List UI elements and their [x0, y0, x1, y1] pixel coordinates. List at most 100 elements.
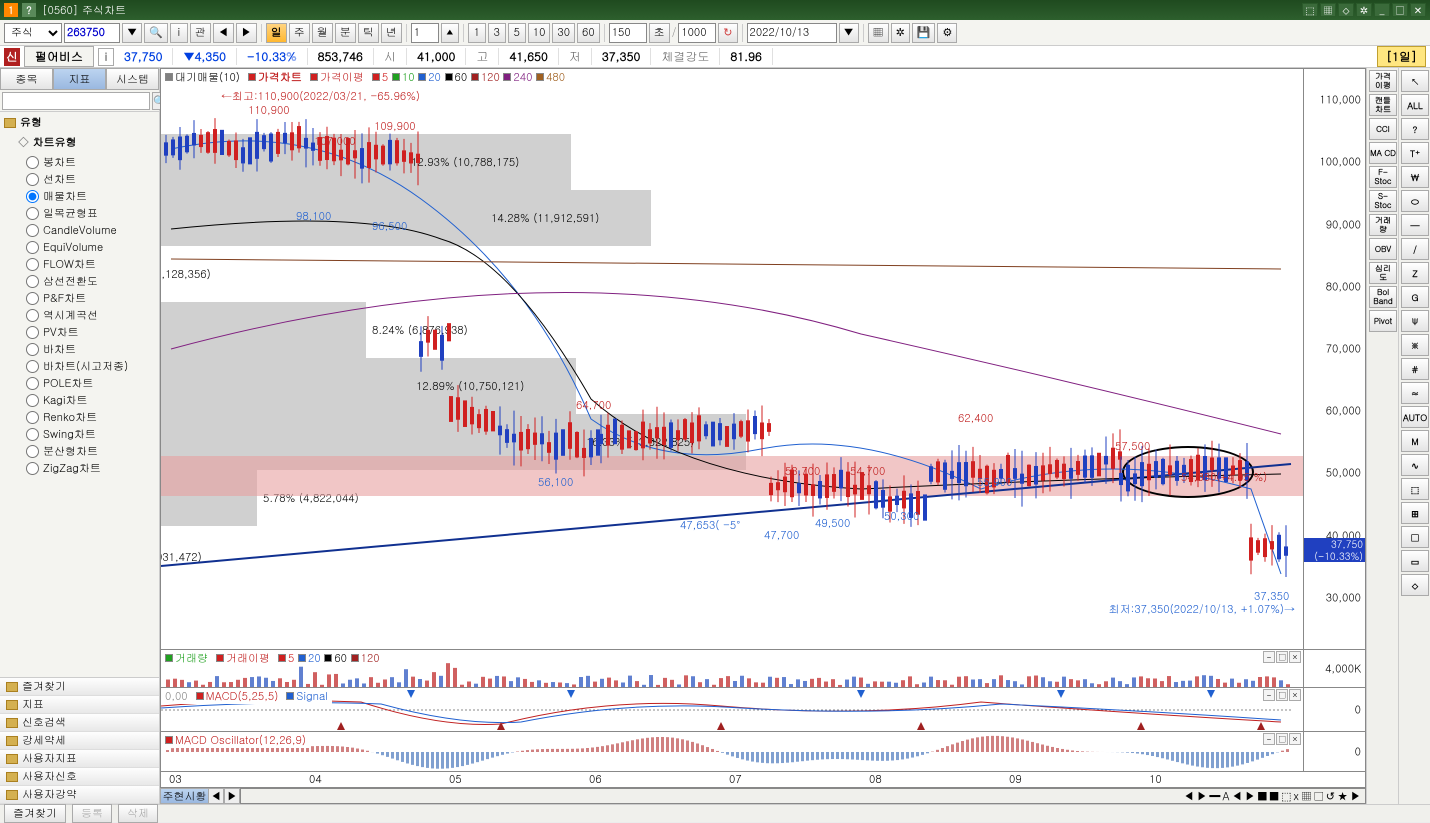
draw-tool-6[interactable]: — [1401, 214, 1429, 236]
side-bottom-3[interactable]: 강세약세 [0, 732, 159, 750]
count1-unit-button[interactable]: 초 [649, 23, 670, 43]
chart-canvas[interactable]: 12.93% (10,788,175)14.28% (11,912,591)2.… [161, 69, 1303, 649]
draw-tool-4[interactable]: \ [1401, 166, 1429, 188]
int-10-button[interactable]: 10 [528, 23, 551, 43]
indicator-btn-2[interactable]: CCI [1369, 118, 1397, 140]
refresh-button[interactable]: ↻ [718, 23, 737, 43]
draw-tool-1[interactable]: ALL [1401, 94, 1429, 116]
side-bottom-6[interactable]: 사용자강약 [0, 786, 159, 804]
indicator-btn-7[interactable]: OBV [1369, 238, 1397, 260]
chart-type-10[interactable]: PV차트 [26, 324, 155, 341]
draw-tool-8[interactable]: Z [1401, 262, 1429, 284]
stock-info-button[interactable]: i [98, 48, 114, 66]
watch-button[interactable]: 관 [190, 23, 211, 43]
chart-type-11[interactable]: 바차트 [26, 341, 155, 358]
draw-tool-19[interactable]: □ [1401, 526, 1429, 548]
draw-tool-3[interactable]: T⁺ [1401, 142, 1429, 164]
code-search-button[interactable]: 🔍 [144, 23, 168, 43]
chart-tool-6[interactable]: ■ [1257, 789, 1267, 804]
macd-panel[interactable]: 0,00 MACD(5,25,5) Signal -□× 0 [160, 688, 1366, 732]
draw-tool-11[interactable]: ※ [1401, 334, 1429, 356]
chart-type-4[interactable]: CandleVolume [26, 222, 155, 239]
chart-tool-5[interactable]: ▶ [1244, 789, 1255, 804]
draw-tool-13[interactable]: ≈ [1401, 382, 1429, 404]
draw-tool-5[interactable]: ⬭ [1401, 190, 1429, 212]
draw-tool-14[interactable]: AUTO [1401, 406, 1429, 428]
nav-left-button[interactable]: ◀ [213, 23, 234, 43]
draw-tool-17[interactable]: ⬚ [1401, 478, 1429, 500]
int-5-button[interactable]: 5 [508, 23, 526, 43]
chart-tool-14[interactable]: ▶ [1350, 789, 1361, 804]
chart-tool-9[interactable]: x [1293, 789, 1299, 804]
draw-tool-7[interactable]: / [1401, 238, 1429, 260]
chart-type-5[interactable]: EquiVolume [26, 239, 155, 256]
period-week-button[interactable]: 주 [289, 23, 310, 43]
chart-tool-3[interactable]: A [1222, 789, 1229, 804]
draw-tool-16[interactable]: ∿ [1401, 454, 1429, 476]
draw-tool-15[interactable]: M [1401, 430, 1429, 452]
side-bottom-4[interactable]: 사용자지표 [0, 750, 159, 768]
indicator-btn-4[interactable]: F- Stoc [1369, 166, 1397, 188]
tb-icon-1[interactable]: ▦ [868, 23, 889, 43]
chart-type-13[interactable]: POLE차트 [26, 375, 155, 392]
chart-type-3[interactable]: 일목균형표 [26, 205, 155, 222]
bottom-tab-del[interactable]: 삭제 [118, 804, 158, 823]
draw-tool-18[interactable]: ⊞ [1401, 502, 1429, 524]
side-bottom-5[interactable]: 사용자신호 [0, 768, 159, 786]
draw-tool-9[interactable]: G [1401, 286, 1429, 308]
chart-type-9[interactable]: 역시계곡선 [26, 307, 155, 324]
indicator-btn-3[interactable]: MA CD [1369, 142, 1397, 164]
sidebar-chart-type-title[interactable]: ◇ 차트유형 [0, 133, 159, 152]
chart-type-18[interactable]: ZigZag차트 [26, 460, 155, 477]
tb-icon-2[interactable]: ✲ [891, 23, 910, 43]
indicator-btn-1[interactable]: 캔들 차트 [1369, 94, 1397, 116]
indicator-btn-0[interactable]: 가격 이평 [1369, 70, 1397, 92]
draw-tool-12[interactable]: # [1401, 358, 1429, 380]
win-btn-3[interactable]: ⬦ [1338, 3, 1354, 17]
chart-type-17[interactable]: 분산형차트 [26, 443, 155, 460]
draw-tool-2[interactable]: ? [1401, 118, 1429, 140]
indicator-btn-6[interactable]: 거래 량 [1369, 214, 1397, 236]
chart-type-16[interactable]: Swing차트 [26, 426, 155, 443]
period-day-button[interactable]: 일 [266, 23, 287, 43]
chart-tool-10[interactable]: ▦ [1301, 789, 1312, 804]
date-input[interactable] [747, 23, 837, 43]
draw-tool-0[interactable]: ↖ [1401, 70, 1429, 92]
int-30-button[interactable]: 30 [552, 23, 575, 43]
period-month-button[interactable]: 월 [312, 23, 333, 43]
draw-tool-10[interactable]: Ψ [1401, 310, 1429, 332]
subtab-prev[interactable]: ◀ [208, 788, 224, 804]
chart-type-12[interactable]: 바차트(시고저종) [26, 358, 155, 375]
close-button[interactable]: ✕ [1410, 3, 1426, 17]
chart-tool-0[interactable]: ◀ [1183, 789, 1194, 804]
period-tick-button[interactable]: 틱 [358, 23, 379, 43]
interval-stepper[interactable]: ▲ [441, 23, 459, 43]
code-dropdown-button[interactable]: ▼ [122, 23, 142, 43]
int-60-button[interactable]: 60 [577, 23, 600, 43]
titlebar-help-icon[interactable]: ? [22, 3, 36, 17]
sidebar-search-input[interactable] [2, 92, 150, 110]
chart-tool-7[interactable]: ■ [1269, 789, 1279, 804]
sidebar-tab-stock[interactable]: 종목 [0, 68, 53, 90]
win-btn-2[interactable]: ▦ [1320, 3, 1336, 17]
price-chart-panel[interactable]: 대기매물(10) 가격차트 가격이평 5 10 20 60 120 240 48… [160, 68, 1366, 650]
date-picker-button[interactable]: ▼ [839, 23, 859, 43]
subtab-1[interactable]: 주현시황 [160, 788, 208, 804]
chart-type-14[interactable]: Kagi차트 [26, 392, 155, 409]
chart-type-0[interactable]: 봉차트 [26, 154, 155, 171]
chart-tool-12[interactable]: ↺ [1326, 789, 1335, 804]
tb-icon-4[interactable]: ⚙ [937, 23, 957, 43]
minimize-button[interactable]: _ [1374, 3, 1390, 17]
count2-input[interactable] [678, 23, 716, 43]
indicator-btn-10[interactable]: Pivot [1369, 310, 1397, 332]
interval-input[interactable] [411, 23, 439, 43]
volume-panel[interactable]: 거래량 거래이평 5 20 60 120 -□× 4,000K [160, 650, 1366, 688]
subtab-next[interactable]: ▶ [224, 788, 240, 804]
chart-tool-2[interactable]: ▬ [1209, 789, 1220, 804]
draw-tool-20[interactable]: ▭ [1401, 550, 1429, 572]
chart-tool-11[interactable]: □ [1314, 789, 1324, 804]
nav-right-button[interactable]: ▶ [236, 23, 257, 43]
period-year-button[interactable]: 년 [381, 23, 402, 43]
draw-tool-21[interactable]: ⬦ [1401, 574, 1429, 596]
count1-input[interactable] [609, 23, 647, 43]
